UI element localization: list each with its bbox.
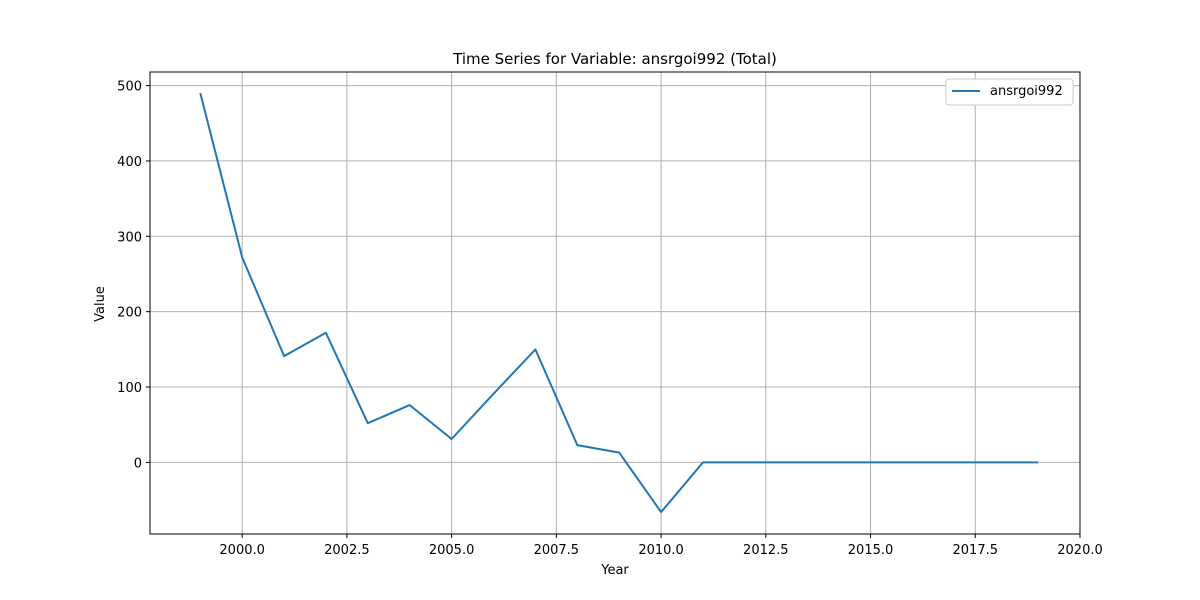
x-tick-label: 2010.0	[638, 543, 684, 558]
y-tick-label: 200	[117, 306, 142, 321]
y-tick-label: 300	[117, 230, 142, 245]
x-tick-label: 2020.0	[1057, 543, 1103, 558]
y-axis-ticks: 0 100 200 300 400 500	[117, 80, 150, 471]
series-layer	[199, 92, 1039, 514]
plot-frame	[149, 71, 1081, 535]
y-tick-label: 100	[117, 381, 142, 396]
x-tick-label: 2002.5	[324, 543, 370, 558]
chart-title: Time Series for Variable: ansrgoi992 (To…	[452, 50, 777, 68]
y-tick-label: 0	[134, 456, 142, 471]
x-axis-ticks: 2000.0 2002.5 2005.0 2007.5 2010.0 2012.5 2015…	[219, 534, 1103, 558]
x-tick-label: 2000.0	[219, 543, 265, 558]
legend-box	[945, 78, 1074, 106]
y-axis-label: Value	[93, 286, 108, 322]
x-tick-label: 2012.5	[743, 543, 789, 558]
y-tick-label: 400	[117, 155, 142, 170]
y-tick-label: 500	[117, 80, 142, 95]
x-tick-label: 2005.0	[429, 543, 475, 558]
x-tick-label: 2015.0	[848, 543, 894, 558]
x-axis-label: Year	[600, 563, 629, 578]
x-tick-label: 2017.5	[953, 543, 999, 558]
x-tick-label: 2007.5	[534, 543, 580, 558]
legend: ansrgoi992	[945, 78, 1074, 106]
legend-label: ansrgoi992	[990, 84, 1063, 99]
series-line	[199, 92, 1039, 514]
